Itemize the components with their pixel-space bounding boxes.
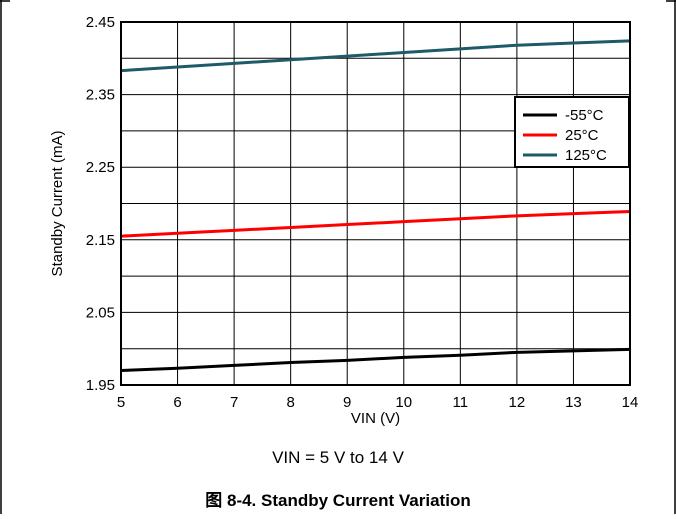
x-tick-label: 10 (395, 394, 412, 411)
series-line-0 (120, 347, 631, 372)
y-tick-label: 2.05 (86, 304, 115, 321)
grid (120, 21, 631, 386)
y-tick-label: 1.95 (86, 377, 115, 394)
series-line-2 (120, 39, 631, 73)
series-lines (120, 39, 631, 372)
x-tick-label: 13 (565, 394, 582, 411)
y-tick-label: 2.25 (86, 159, 115, 176)
y-tick-label: 2.35 (86, 87, 115, 104)
series-line-1 (120, 209, 631, 238)
x-tick-label: 6 (173, 394, 181, 411)
x-tick-label: 8 (286, 394, 294, 411)
legend-label-2: 125°C (565, 147, 607, 164)
condition-note: VIN = 5 V to 14 V (272, 448, 404, 467)
x-tick-label: 11 (453, 394, 469, 411)
y-tick-label: 2.45 (86, 14, 115, 31)
legend: -55°C 25°C 125°C (514, 96, 630, 168)
x-tick-label: 7 (230, 394, 238, 411)
tick-labels: 5 6 7 8 9 10 11 12 13 14 1.95 2.05 2.15 2.25 2.35 2.45 (86, 14, 639, 411)
figure-title: 图 8-4. Standby Current Variation (205, 491, 471, 510)
legend-label-1: 25°C (565, 127, 599, 144)
y-tick-label: 2.15 (86, 232, 115, 249)
legend-label-0: -55°C (565, 107, 604, 124)
x-tick-label: 14 (622, 394, 639, 411)
x-axis-label: VIN (V) (351, 410, 400, 427)
y-axis-label: Standby Current (mA) (49, 131, 66, 277)
x-tick-label: 12 (509, 394, 526, 411)
x-tick-label: 5 (117, 394, 125, 411)
x-tick-label: 9 (343, 394, 351, 411)
plot-area-border (120, 21, 631, 386)
